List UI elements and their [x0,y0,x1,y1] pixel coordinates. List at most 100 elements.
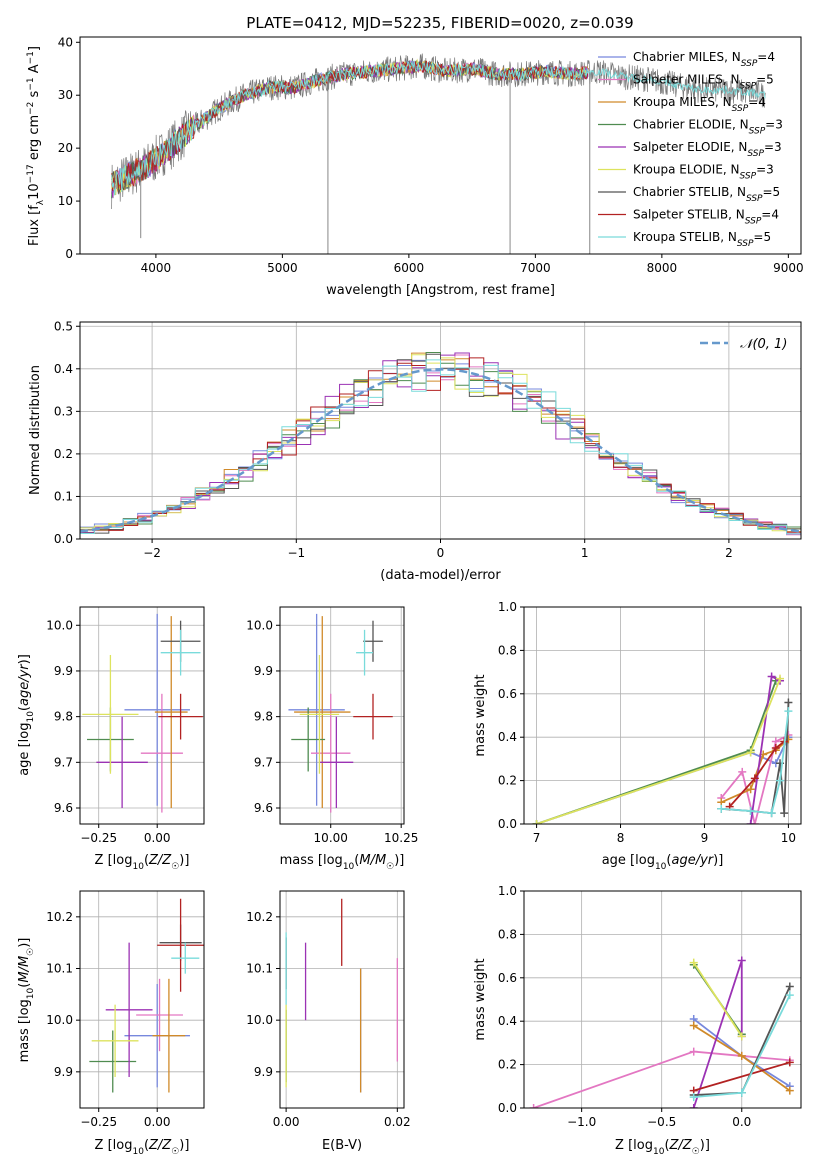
point-salpeter-stelib [353,693,393,740]
y-tick-label: 9.8 [254,710,273,724]
x-tick-label: 4000 [141,261,172,275]
series-marker [750,820,759,824]
point-chabrier-stelib [363,620,383,662]
x-tick-label: −1.0 [567,1115,596,1129]
point-kroupa-elodie [91,1004,139,1077]
y-tick-label: 30 [58,88,73,102]
y-tick-label: 0.6 [498,687,517,701]
series-marker [717,804,726,813]
y-tick-label: 0.5 [54,319,73,333]
mass_vs_ebv-axes-marks [285,898,398,1093]
series-marker [529,1104,538,1108]
series-marker [785,991,794,1000]
x-axis-label: wavelength [Angstrom, rest frame] [326,283,555,298]
series-marker [785,982,794,991]
x-tick-label: 5000 [267,261,298,275]
spectrum-axes-frame [79,36,802,255]
y-tick-label: 0.3 [54,404,73,418]
y-tick-label: 0.4 [498,1014,517,1028]
y-axis-label: mass weight [473,674,488,756]
y-tick-label: 0.2 [498,774,517,788]
x-tick-label: 9 [701,831,709,845]
series-salpeter-stelib [689,1058,794,1095]
histogram-kroupa-stelib [80,359,801,539]
normal-curve [80,367,801,533]
legend-label: Salpeter STELIB, NSSP=4 [633,208,779,227]
residuals-legend: 𝒩(0, 1) [700,337,787,352]
y-tick-label: 9.9 [54,664,73,678]
series-marker [776,674,785,683]
series-kroupa-miles [689,1021,794,1095]
weight_vs_age-axes-marks [532,672,793,824]
series-kroupa-elodie [532,674,785,824]
x-tick-label: −1 [287,546,305,560]
y-tick-label: 0.2 [498,1058,517,1072]
legend-label: Chabrier STELIB, NSSP=5 [633,185,780,204]
series-marker [737,956,746,965]
y-tick-label: 40 [58,35,73,49]
point-kroupa-miles [152,978,186,1093]
y-axis-label: mass [log10(M/M☉)] [17,938,36,1063]
y-tick-label: 1.0 [498,884,517,898]
legend-label: Chabrier MILES, NSSP=4 [633,50,775,69]
y-tick-label: 10.2 [246,910,273,924]
series-salpeter-miles [717,731,793,824]
mass_vs_ebv-axes: 0.00 0.02 9.9 10.0 10.1 10.2 E(B-V) [246,890,411,1153]
x-tick-label: 10.25 [384,831,418,845]
mass_vs_Z-axes: −0.25 0.00 9.9 10.0 10.1 10.2 Z [log10(Z/Z☉)] m… [17,890,205,1157]
series-marker [737,1032,746,1041]
point-kroupa-stelib [356,629,373,676]
series-marker [784,698,793,707]
series-marker [750,774,759,783]
y-tick-label: 10.0 [246,1013,273,1027]
point-salpeter-elodie [96,716,148,809]
mass_vs_Z-axes-marks [89,898,204,1093]
y-tick-label: 9.7 [254,755,273,769]
legend-label: Chabrier ELODIE, NSSP=3 [633,118,783,137]
series-marker [767,809,776,818]
point-kroupa-miles [294,616,351,809]
x-tick-label: 7 [533,831,541,845]
series-marker [689,1047,698,1056]
x-tick-label: 0.00 [273,1115,300,1129]
spectrum-model-kroupa-stelib [111,60,589,196]
series-line [533,1050,790,1108]
age_vs_Z-axes: −0.25 0.00 9.6 9.7 9.8 9.9 10.0 Z [log10(Z/Z☉)]… [17,606,205,872]
x-tick-label: 0.00 [144,1115,171,1129]
x-tick-label: 6000 [394,261,425,275]
y-tick-label: 20 [58,141,73,155]
series-marker [689,1093,698,1102]
residuals-axes-marks [80,351,801,539]
series-line [692,962,743,1037]
x-axis-label: Z [log10(Z/Z☉)] [95,1138,190,1157]
x-axis-label: mass [log10(M/M☉)] [280,853,405,872]
point-salpeter-stelib [157,898,204,992]
y-tick-label: 10.1 [246,962,273,976]
y-tick-label: 9.7 [54,755,73,769]
age_vs_Z-axes-marks [82,613,203,813]
y-tick-label: 10.0 [46,1013,73,1027]
weight_vs_Z-axes: −1.0 −0.5 0.0 0.0 0.2 0.4 0.6 0.8 1.0 Z [log10(Z/… [473,884,802,1157]
point-salpeter-elodie [105,942,153,1077]
series-line [720,734,789,824]
x-tick-label: 1 [581,546,589,560]
y-tick-label: 0.0 [498,817,517,831]
series-marker [737,1051,746,1060]
series-marker [746,806,755,815]
spectrum-model-tail [585,68,766,99]
point-salpeter-miles [136,978,183,1052]
series-marker [767,672,776,681]
mass_vs_Z-axes-frame [79,890,205,1109]
x-tick-label: 9000 [773,261,804,275]
x-tick-label: 0 [437,546,445,560]
y-tick-label: 0.4 [498,730,517,744]
weight_vs_age-axes-frame [523,606,802,825]
y-tick-label: 10.2 [46,910,73,924]
x-axis-label: age [log10(age/yr)] [602,853,724,872]
y-tick-label: 0.0 [54,532,73,546]
weight_vs_age-axes: 7 8 9 10 0.0 0.2 0.4 0.6 0.8 1.0 age [log10(age/yr… [473,600,802,872]
x-tick-label: 0.02 [384,1115,411,1129]
x-tick-label: 7000 [520,261,551,275]
series-chabrier-elodie [532,676,780,824]
series-marker [776,776,785,785]
